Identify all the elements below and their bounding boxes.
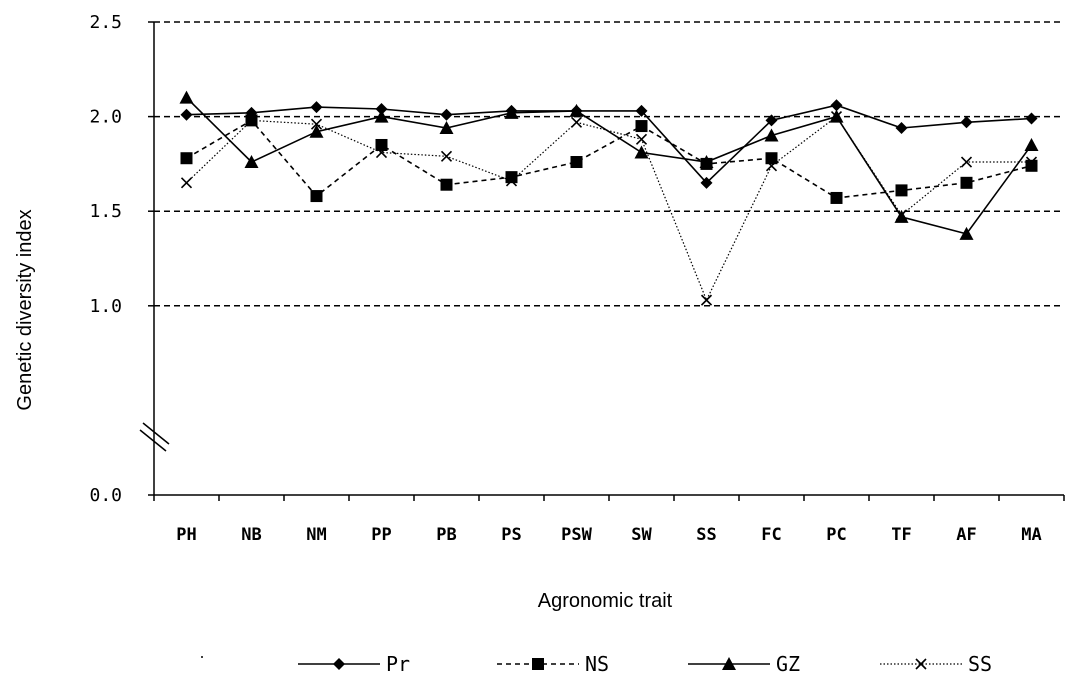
data-point-ss: [635, 133, 648, 145]
data-point-pr: [1025, 112, 1038, 125]
data-point-gz: [1024, 137, 1039, 151]
data-point-pr: [375, 103, 388, 116]
gridlines: [154, 21, 1064, 307]
data-point-ss: [895, 209, 908, 221]
data-point-pr: [895, 121, 908, 134]
data-point-gz: [699, 155, 714, 169]
x-axis-title: Agronomic trait: [538, 590, 673, 612]
series-line-gz: [185, 97, 1033, 235]
data-point-ss: [440, 150, 453, 162]
legend-label: GZ: [776, 652, 800, 676]
series-line-pr: [186, 104, 1032, 184]
data-point-gz: [309, 124, 324, 138]
data-point-ss: [505, 175, 518, 187]
legend-item-ns: NS: [497, 652, 609, 676]
y-tick-label: 1.0: [89, 296, 122, 317]
data-point-gz: [179, 90, 194, 104]
data-point-ns: [895, 184, 908, 197]
legend-item-ss: SS: [880, 652, 992, 676]
data-point-ns: [440, 178, 453, 191]
data-point-gz: [569, 103, 584, 117]
legend-marker: [333, 658, 345, 670]
x-tick-label: PSW: [561, 525, 592, 545]
data-point-ss: [375, 146, 388, 159]
data-point-ss: [700, 294, 713, 306]
data-point-ns: [635, 120, 648, 133]
x-tick-label: NB: [241, 525, 261, 545]
data-point-gz: [894, 209, 909, 223]
legend-item-gz: GZ: [688, 652, 800, 676]
x-tick-label: PH: [176, 525, 196, 545]
data-point-ss: [1025, 156, 1038, 168]
data-point-ss: [310, 118, 323, 130]
legend-marker: [915, 658, 927, 670]
data-point-ns: [180, 152, 193, 165]
axes: [139, 21, 1065, 501]
x-tick-label: PC: [826, 525, 846, 545]
data-point-pr: [180, 108, 193, 121]
axis-break-mark: [142, 422, 170, 445]
data-point-ss: [830, 111, 843, 123]
data-point-ns: [830, 191, 843, 204]
x-tick-label: TF: [891, 525, 911, 545]
data-point-pr: [700, 176, 713, 189]
legend-label: SS: [968, 652, 992, 676]
stray-dot: [201, 656, 203, 658]
data-point-pr: [830, 99, 843, 112]
data-point-ns: [505, 171, 518, 184]
data-point-ss: [960, 156, 973, 168]
data-point-pr: [310, 101, 323, 114]
series-markers: [179, 90, 1039, 306]
x-tick-label: NM: [306, 525, 326, 545]
data-point-gz: [634, 145, 649, 159]
legend-marker: [532, 658, 544, 670]
y-axis-title: Genetic diversity index: [14, 209, 36, 410]
y-tick-label: 1.5: [89, 201, 122, 222]
data-point-gz: [764, 128, 779, 142]
legend-marker: [722, 657, 736, 670]
x-tick-label: SS: [696, 525, 716, 545]
legend: Pr NS GZ SS: [298, 652, 992, 676]
legend-item-pr: Pr: [298, 652, 410, 676]
data-point-gz: [504, 105, 519, 119]
y-tick-label: 2.5: [89, 12, 122, 33]
x-tick-label: FC: [761, 525, 781, 545]
series-line-ns: [186, 119, 1032, 199]
x-tick-label: PS: [501, 525, 521, 545]
data-point-ss: [180, 177, 193, 189]
data-point-gz: [959, 226, 974, 240]
data-point-ss: [245, 114, 258, 126]
data-point-ns: [570, 156, 583, 169]
data-point-pr: [635, 104, 648, 117]
data-point-pr: [765, 114, 778, 127]
data-point-ns: [765, 152, 778, 165]
data-point-ss: [570, 116, 583, 128]
x-tick-label: MA: [1021, 525, 1041, 545]
data-point-gz: [244, 155, 259, 169]
data-point-ns: [1025, 159, 1038, 172]
axis-break-mark: [139, 429, 167, 452]
x-tick-labels: PH NB NM PP PB PS PSW SW SS FC PC TF AF MA: [176, 525, 1041, 545]
series-line-ss: [186, 115, 1032, 302]
x-tick-label: PB: [436, 525, 456, 545]
data-point-pr: [440, 108, 453, 121]
x-tick-label: PP: [371, 525, 391, 545]
data-point-ns: [375, 138, 388, 151]
data-point-ns: [960, 176, 973, 189]
legend-label: NS: [585, 652, 609, 676]
data-point-ns: [310, 190, 323, 203]
legend-label: Pr: [386, 652, 410, 676]
y-tick-label: 2.0: [89, 107, 122, 128]
data-point-ss: [765, 160, 778, 172]
x-tick-label: SW: [631, 525, 652, 545]
data-point-pr: [960, 116, 973, 129]
series-lines: [185, 97, 1033, 302]
data-point-gz: [439, 120, 454, 134]
data-point-gz: [374, 109, 389, 123]
x-tick-label: AF: [956, 525, 976, 545]
y-tick-label: 0.0: [89, 485, 122, 506]
y-tick-labels: 0.0 1.0 1.5 2.0 2.5: [89, 12, 122, 506]
